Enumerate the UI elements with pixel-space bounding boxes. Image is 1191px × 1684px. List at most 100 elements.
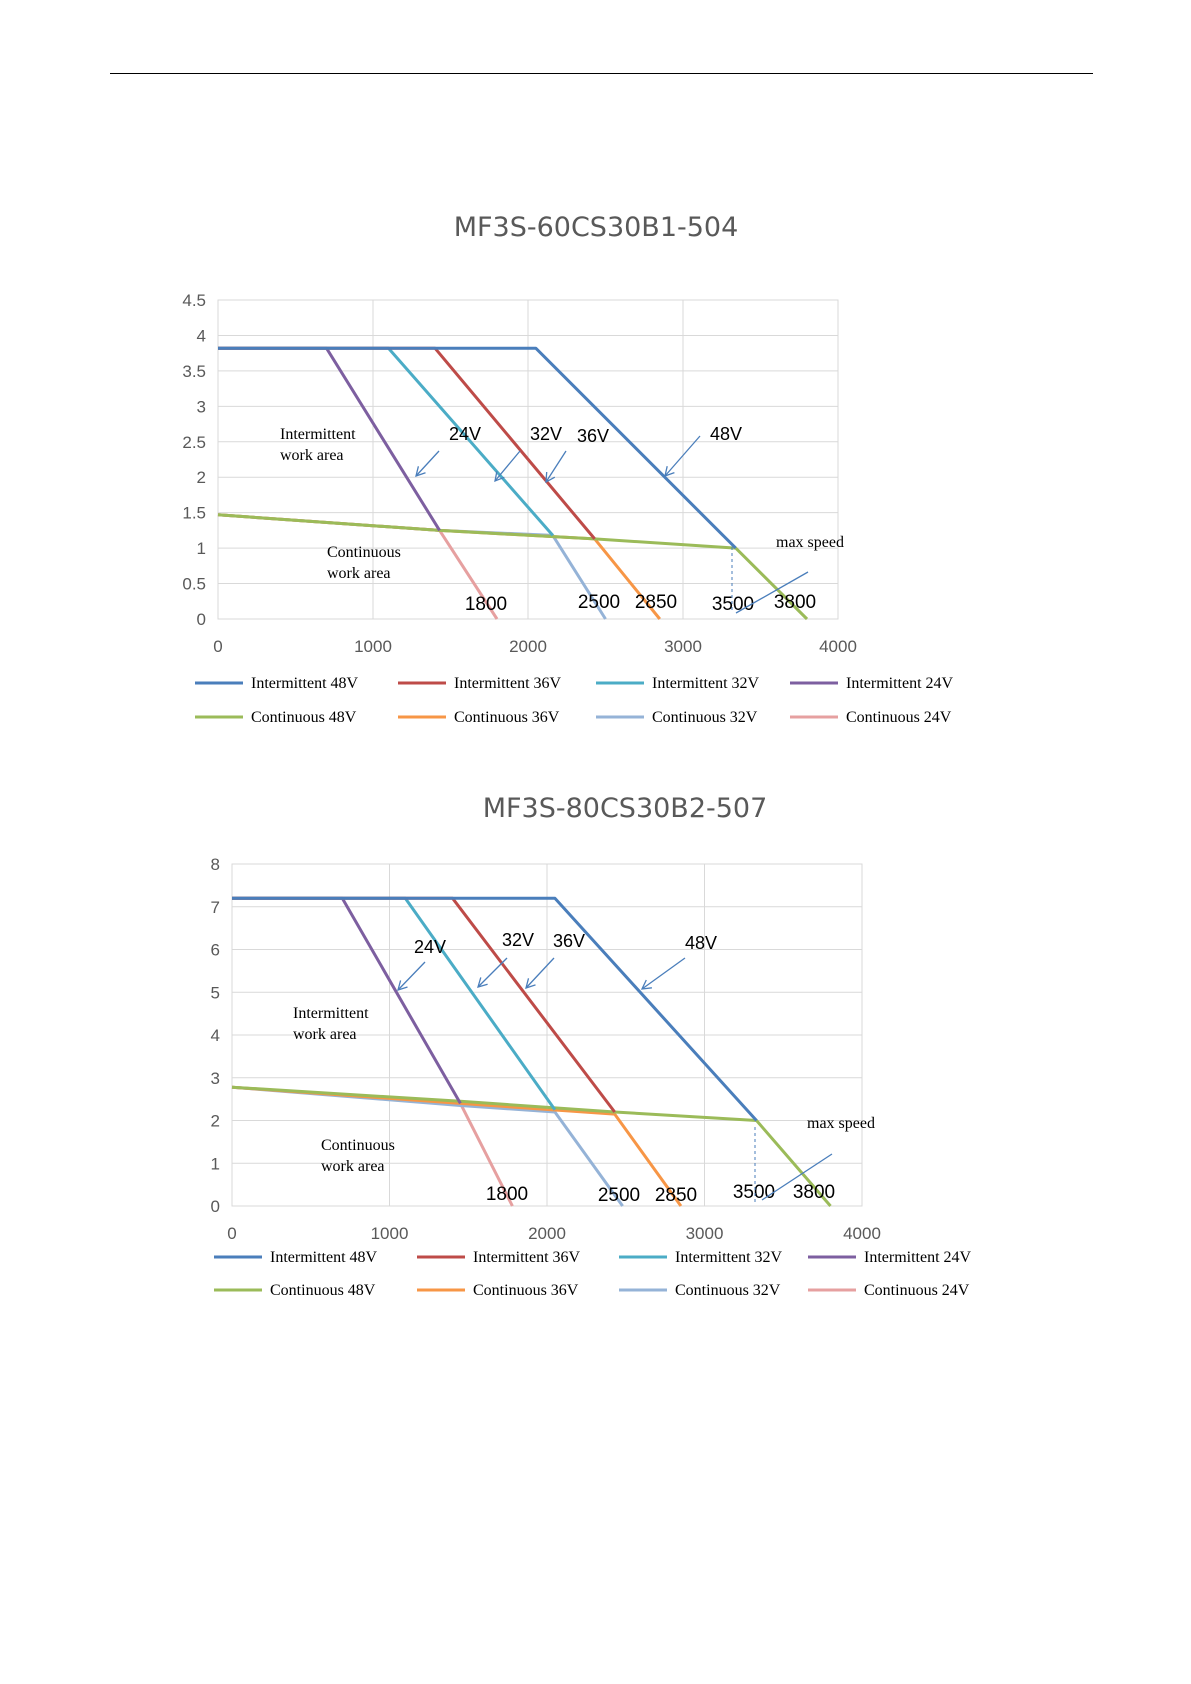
- x-tick-label: 2000: [528, 1224, 566, 1243]
- legend-label: Continuous 24V: [846, 709, 952, 726]
- x-tick-label: 4000: [819, 637, 857, 656]
- speed-label-3800: 3800: [793, 1182, 835, 1203]
- voltage-arrow: [415, 450, 440, 477]
- legend-label: Continuous 24V: [864, 1282, 970, 1299]
- legend-label: Intermittent 48V: [251, 675, 359, 692]
- speed-label-2500: 2500: [598, 1185, 640, 1206]
- voltage-label-48v: 48V: [685, 933, 717, 953]
- plot-area: [231, 863, 863, 1207]
- y-tick-label: 2.5: [182, 433, 206, 452]
- voltage-arrow: [545, 450, 567, 483]
- chart-1: 0 0.5 1 1.5 2 2.5 3 3.5 4 4.5 0 1000 2000 3000 4000 Int…: [182, 291, 954, 726]
- continuous-area-label-2: work area: [321, 1158, 385, 1175]
- y-tick-label: 5: [211, 983, 220, 1002]
- y-tick-label: 1: [197, 539, 206, 558]
- x-tick-label: 0: [227, 1224, 236, 1243]
- y-tick-label: 8: [211, 855, 220, 874]
- legend-label: Intermittent 36V: [454, 675, 562, 692]
- y-tick-label: 2: [197, 468, 206, 487]
- voltage-arrow-head: [664, 466, 675, 478]
- legend-label: Intermittent 36V: [473, 1249, 581, 1266]
- y-tick-label: 3: [197, 397, 206, 416]
- voltage-arrow: [641, 957, 686, 990]
- legend-label: Continuous 32V: [652, 709, 758, 726]
- speed-label-2850: 2850: [655, 1185, 697, 1206]
- max-speed-label: max speed: [776, 534, 844, 551]
- chart-2: 0 1 2 3 4 5 6 7 8 0 1000 2000 3000 4000 Intermittent wo…: [211, 855, 972, 1299]
- y-tick-label: 1: [211, 1154, 220, 1173]
- intermittent-area-label-1: Intermittent: [293, 1005, 369, 1022]
- legend-label: Intermittent 24V: [864, 1249, 972, 1266]
- y-tick-label: 0: [197, 610, 206, 629]
- speed-label-1800: 1800: [465, 594, 507, 615]
- x-tick-label: 3000: [686, 1224, 724, 1243]
- legend-label: Intermittent 32V: [652, 675, 760, 692]
- voltage-arrow: [477, 957, 508, 988]
- voltage-label-24v: 24V: [449, 424, 481, 444]
- continuous-area-label-1: Continuous: [327, 544, 401, 561]
- y-tick-label: 3: [211, 1069, 220, 1088]
- legend-label: Continuous 36V: [454, 709, 560, 726]
- x-tick-label: 4000: [843, 1224, 881, 1243]
- y-tick-label: 6: [211, 941, 220, 960]
- speed-label-2850: 2850: [635, 592, 677, 613]
- voltage-label-36v: 36V: [553, 931, 585, 951]
- legend-label: Intermittent 24V: [846, 675, 954, 692]
- voltage-label-32v: 32V: [530, 424, 562, 444]
- x-tick-label: 2000: [509, 637, 547, 656]
- series-line-intermittent-48v: [232, 896, 758, 1122]
- voltage-arrow-head: [477, 977, 488, 988]
- y-tick-label: 4: [197, 326, 206, 345]
- continuous-area-label-1: Continuous: [321, 1137, 395, 1154]
- y-tick-label: 3.5: [182, 362, 206, 381]
- chart-1-title: MF3S-60CS30B1-504: [453, 212, 739, 243]
- voltage-arrow: [494, 450, 521, 482]
- legend-label: Continuous 48V: [270, 1282, 376, 1299]
- voltage-arrow: [525, 957, 555, 989]
- voltage-arrow-head: [397, 980, 408, 991]
- y-tick-label: 7: [211, 898, 220, 917]
- voltage-arrow-head: [640, 979, 652, 990]
- chart-2-title: MF3S-80CS30B2-507: [482, 793, 768, 824]
- voltage-arrow-head: [494, 471, 505, 483]
- speed-label-3500: 3500: [712, 594, 754, 615]
- voltage-arrow: [664, 435, 701, 477]
- series-line-continuous-32v: [231, 1085, 624, 1207]
- x-tick-label: 3000: [664, 637, 702, 656]
- continuous-area-label-2: work area: [327, 565, 391, 582]
- voltage-arrow: [397, 961, 426, 991]
- voltage-label-36v: 36V: [577, 426, 609, 446]
- y-tick-label: 0: [211, 1197, 220, 1216]
- max-speed-label: max speed: [807, 1115, 875, 1132]
- legend-label: Continuous 32V: [675, 1282, 781, 1299]
- x-tick-label: 0: [213, 637, 222, 656]
- voltage-label-32v: 32V: [502, 930, 534, 950]
- legend-label: Intermittent 48V: [270, 1249, 378, 1266]
- voltage-arrow-head: [545, 471, 556, 484]
- intermittent-area-label-1: Intermittent: [280, 426, 356, 443]
- speed-label-1800: 1800: [486, 1184, 528, 1205]
- voltage-label-48v: 48V: [710, 424, 742, 444]
- voltage-arrow-head: [415, 466, 426, 477]
- x-tick-label: 1000: [354, 637, 392, 656]
- y-tick-label: 2: [211, 1112, 220, 1131]
- header-rule: [110, 73, 1093, 74]
- max-speed-pointer: [735, 571, 809, 614]
- y-tick-label: 4.5: [182, 291, 206, 310]
- legend-label: Intermittent 32V: [675, 1249, 783, 1266]
- speed-label-2500: 2500: [578, 592, 620, 613]
- y-tick-label: 1.5: [182, 504, 206, 523]
- voltage-label-24v: 24V: [414, 937, 446, 957]
- max-speed-pointer: [761, 1153, 833, 1201]
- voltage-arrow-head: [525, 978, 536, 989]
- series-line-intermittent-48v: [218, 346, 737, 550]
- y-tick-label: 0.5: [182, 575, 206, 594]
- y-tick-label: 4: [211, 1026, 220, 1045]
- intermittent-area-label-2: work area: [293, 1026, 357, 1043]
- legend-label: Continuous 48V: [251, 709, 357, 726]
- speed-label-3500: 3500: [733, 1182, 775, 1203]
- x-tick-label: 1000: [371, 1224, 409, 1243]
- speed-label-3800: 3800: [774, 592, 816, 613]
- legend-label: Continuous 36V: [473, 1282, 579, 1299]
- intermittent-area-label-2: work area: [280, 447, 344, 464]
